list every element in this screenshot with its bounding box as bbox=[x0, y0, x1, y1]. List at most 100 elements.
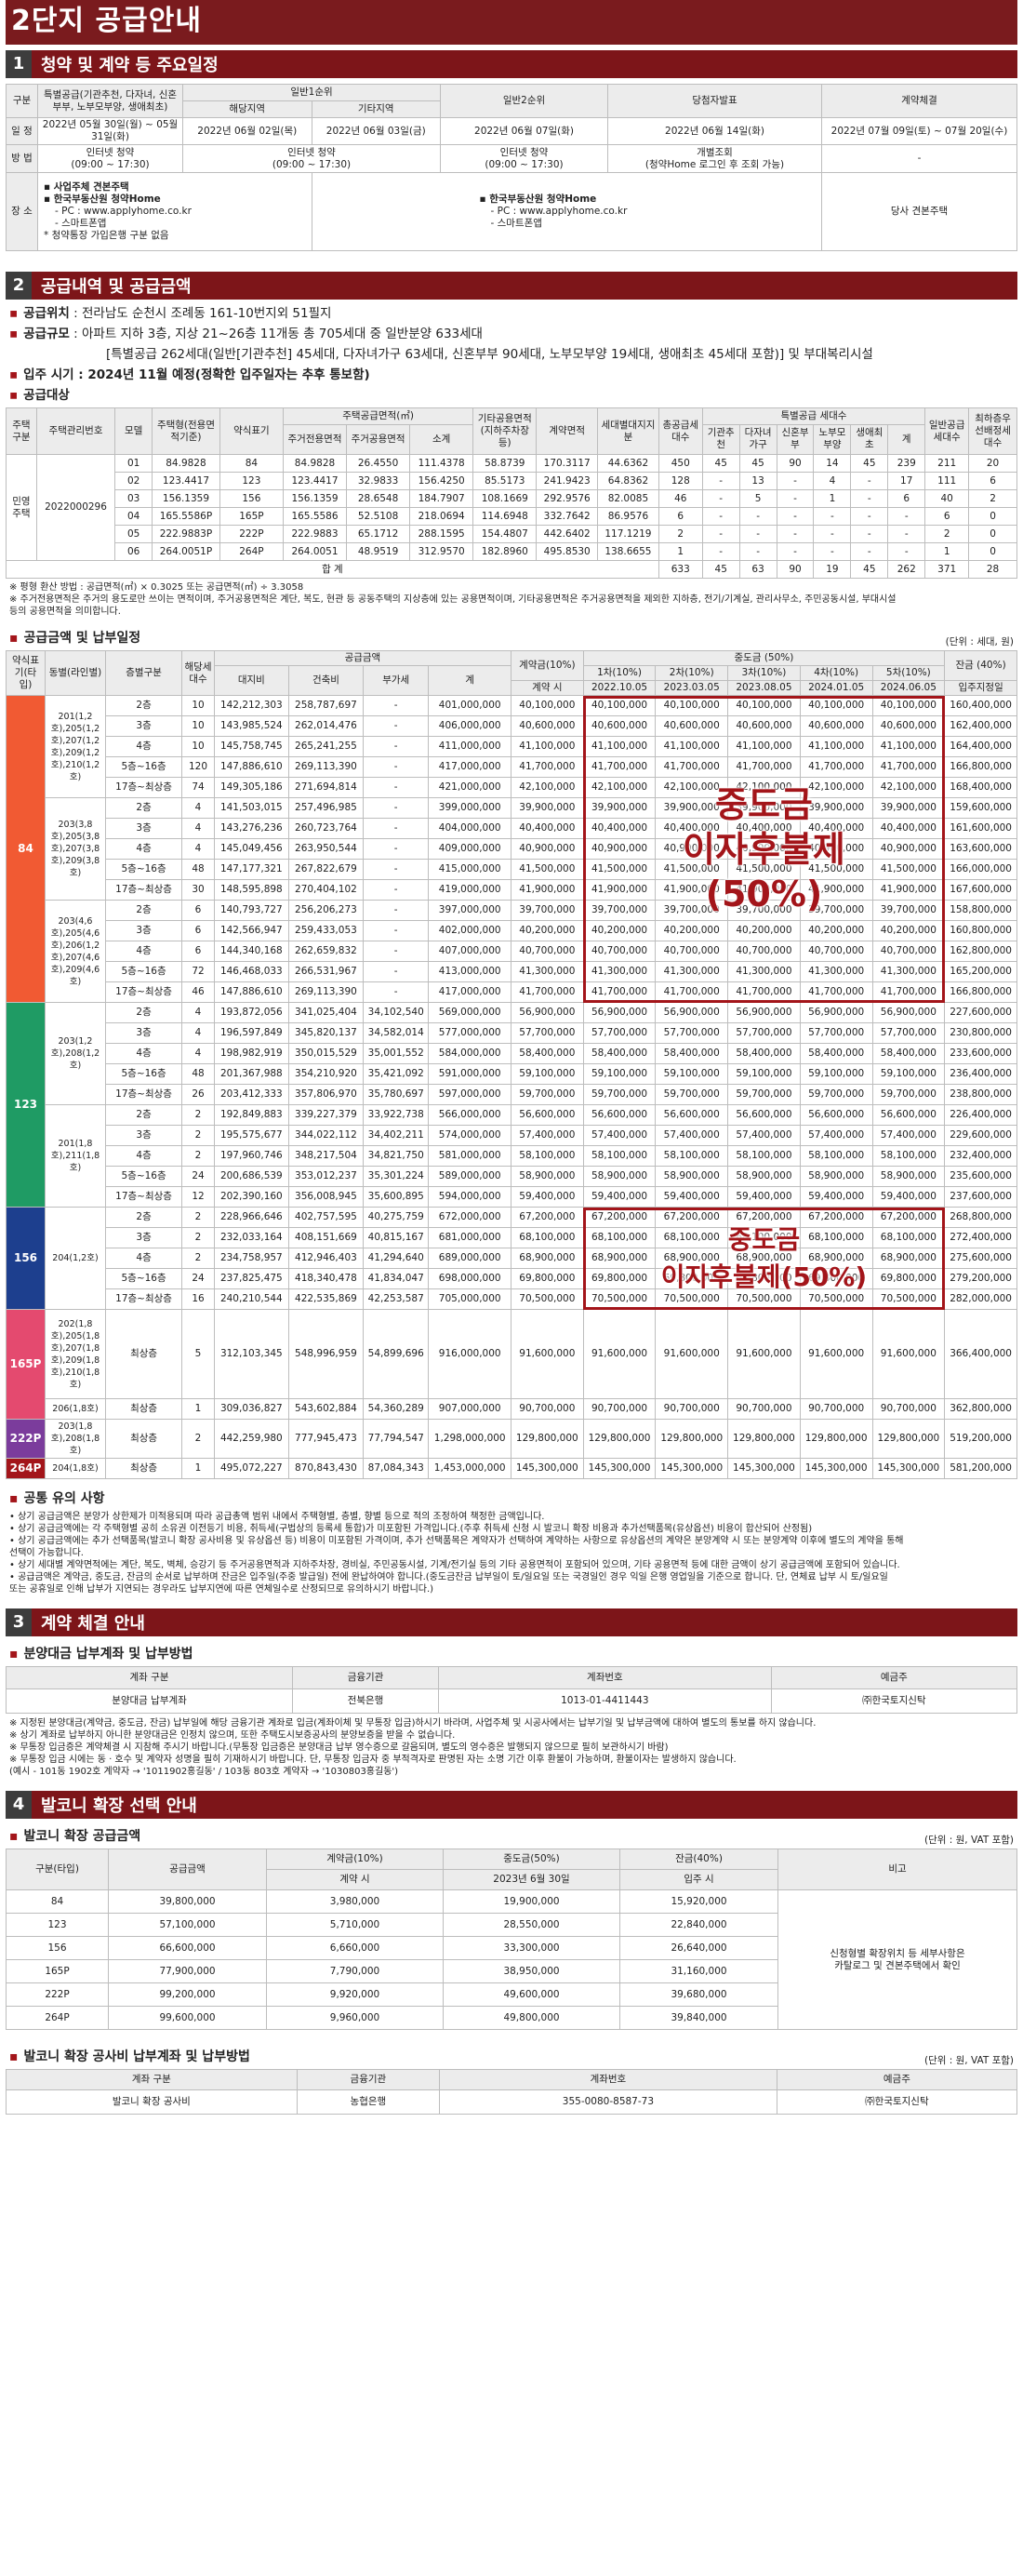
table-cell: - bbox=[362, 961, 430, 982]
table-cell: 41,700,000 bbox=[871, 981, 946, 1003]
dong-label: 204(1,8호) bbox=[45, 1458, 106, 1479]
table-cell: 166,800,000 bbox=[944, 756, 1017, 778]
table-cell: 28 bbox=[968, 560, 1017, 579]
table-cell: 58,100,000 bbox=[799, 1145, 873, 1167]
balcony-account-table: 계좌 구분 금융기관 계좌번호 예금주 발코니 확장 공사비 농협은행 355-0080-… bbox=[6, 2069, 1018, 2115]
table-cell: 58,100,000 bbox=[510, 1145, 584, 1167]
table-cell: 06 bbox=[114, 542, 153, 561]
table-cell: 41,500,000 bbox=[582, 859, 657, 880]
table-cell: 05 bbox=[114, 525, 153, 543]
table-cell: 41,900,000 bbox=[582, 879, 657, 901]
table-cell: 59,100,000 bbox=[655, 1063, 729, 1085]
header-cell: 생애최초 bbox=[850, 423, 889, 456]
table-cell: 84 bbox=[6, 1889, 109, 1914]
table-cell: 275,600,000 bbox=[944, 1248, 1017, 1269]
table-cell: 916,000,000 bbox=[428, 1309, 512, 1399]
table-cell: 362,800,000 bbox=[944, 1398, 1017, 1420]
table-row: 5층~16층 48 201,367,988 354,210,920 35,421,092… bbox=[7, 1063, 1017, 1085]
table-cell: 196,597,849 bbox=[213, 1022, 289, 1044]
table-cell: 91,600,000 bbox=[727, 1309, 801, 1399]
table-cell: 166,800,000 bbox=[944, 981, 1017, 1003]
table-cell: 69,800,000 bbox=[799, 1268, 873, 1289]
table-cell: 91,600,000 bbox=[510, 1309, 584, 1399]
table-cell: 59,400,000 bbox=[655, 1186, 729, 1208]
table-cell: 26,640,000 bbox=[619, 1936, 778, 1960]
table-cell: 279,200,000 bbox=[944, 1268, 1017, 1289]
supply-table: 주택구분 주택관리번호 모델 주택형(전용면적기준) 약식표기 주택공급면적(㎡… bbox=[6, 407, 1017, 579]
table-cell: 581,000,000 bbox=[428, 1145, 512, 1167]
table-row: 5층~16층 120 147,886,610 269,113,390-417,000,… bbox=[7, 756, 1017, 778]
table-cell: 35,421,092 bbox=[362, 1063, 430, 1085]
table-cell: 123.4417 bbox=[282, 472, 348, 490]
table-cell: 58,900,000 bbox=[799, 1166, 873, 1187]
table-cell: 40,700,000 bbox=[510, 941, 584, 962]
table-cell: 211 bbox=[924, 454, 970, 473]
table-cell: 0 bbox=[968, 525, 1017, 543]
table-cell: 2층 bbox=[104, 797, 183, 819]
table-cell: 41,900,000 bbox=[727, 879, 801, 901]
table-row: 4층 10 145,758,745 265,241,255-411,000,000 41… bbox=[7, 736, 1017, 757]
table-cell: 1,298,000,000 bbox=[428, 1419, 512, 1459]
table-row: 3층 10 143,985,524 262,014,476-406,000,000 40… bbox=[7, 715, 1017, 737]
table-cell: 1 bbox=[181, 1458, 215, 1479]
table-cell: 15,920,000 bbox=[619, 1889, 778, 1914]
table-cell: 2층 bbox=[104, 1104, 183, 1126]
table-cell: 6 bbox=[181, 920, 215, 941]
table-cell: 6 bbox=[658, 507, 703, 526]
table-cell: 41,900,000 bbox=[510, 879, 584, 901]
table-cell: 41,300,000 bbox=[655, 961, 729, 982]
table-cell: 63 bbox=[738, 560, 777, 579]
table-cell: 548,996,959 bbox=[287, 1309, 364, 1399]
table-cell: 201,367,988 bbox=[213, 1063, 289, 1085]
table-row: 02 123.4417 123 123.4417 32.9833 156.4250 85.5… bbox=[7, 472, 1017, 490]
table-cell: 260,723,764 bbox=[287, 818, 364, 839]
table-cell: 566,000,000 bbox=[428, 1104, 512, 1126]
table-cell: 156 bbox=[219, 489, 284, 508]
table-cell: 28,550,000 bbox=[443, 1913, 620, 1937]
table-cell: 165P bbox=[6, 1959, 109, 1983]
table-cell: 58,400,000 bbox=[727, 1043, 801, 1064]
table-cell: 59,400,000 bbox=[727, 1186, 801, 1208]
table-cell: 59,400,000 bbox=[510, 1186, 584, 1208]
header-cell: 2023.03.05 bbox=[655, 680, 729, 696]
table-cell: 56,900,000 bbox=[510, 1002, 584, 1023]
table-row: 5층~16층 72 146,468,033 266,531,967-413,000,0… bbox=[7, 961, 1017, 982]
supply-scale-detail: [특별공급 262세대(일반[기관추천] 45세대, 다자녀가구 63세대, 신… bbox=[106, 347, 873, 362]
table-cell: 145,758,745 bbox=[213, 736, 289, 757]
table-cell: 69,800,000 bbox=[510, 1268, 584, 1289]
table-cell: 40,600,000 bbox=[727, 715, 801, 737]
table-cell: 227,600,000 bbox=[944, 1002, 1017, 1023]
table-cell: 58,900,000 bbox=[655, 1166, 729, 1187]
header-cell: 기관추천 bbox=[701, 423, 740, 456]
table-cell: 56,900,000 bbox=[655, 1002, 729, 1023]
table-cell: 2층 bbox=[104, 1207, 183, 1228]
table-cell: 0 bbox=[968, 507, 1017, 526]
table-cell: 46 bbox=[658, 489, 703, 508]
table-cell: 348,217,504 bbox=[287, 1145, 364, 1167]
header-cell: 소계 bbox=[409, 423, 474, 456]
table-cell: 404,000,000 bbox=[428, 818, 512, 839]
table-cell: 356,008,945 bbox=[287, 1186, 364, 1208]
table-cell: 74 bbox=[181, 777, 215, 798]
table-cell: 402,757,595 bbox=[287, 1207, 364, 1228]
table-cell: 86.9576 bbox=[597, 507, 659, 526]
note-line: ※ 무통장 입금 시에는 동 · 호수 및 계약자 성명을 필히 기재하시기 바… bbox=[9, 1755, 737, 1765]
table-cell: 41,700,000 bbox=[871, 756, 946, 778]
header-cell: 특별공급 세대수 bbox=[701, 407, 926, 425]
header-cell: 신혼부부 bbox=[776, 423, 815, 456]
table-cell: 67,200,000 bbox=[655, 1207, 729, 1228]
table-cell: 409,000,000 bbox=[428, 838, 512, 860]
table-cell: 59,100,000 bbox=[871, 1063, 946, 1085]
table-cell: - bbox=[362, 818, 430, 839]
table-cell: 160,800,000 bbox=[944, 920, 1017, 941]
table-cell: 35,001,552 bbox=[362, 1043, 430, 1064]
table-cell: 41,500,000 bbox=[727, 859, 801, 880]
table-cell: 270,404,102 bbox=[287, 879, 364, 901]
table-row: 264P 204(1,8호) 최상층 1 495,072,227 870,843,430 8… bbox=[5, 1458, 1017, 1479]
table-cell: 417,000,000 bbox=[428, 756, 512, 778]
table-cell: 56,600,000 bbox=[727, 1104, 801, 1126]
table-cell: 40,400,000 bbox=[799, 818, 873, 839]
table-cell: 41,900,000 bbox=[655, 879, 729, 901]
table-cell: 1 bbox=[813, 489, 852, 508]
place-general: ▪ 한국부동산원 청약Home - PC : www.applyhome.co.… bbox=[311, 172, 822, 251]
